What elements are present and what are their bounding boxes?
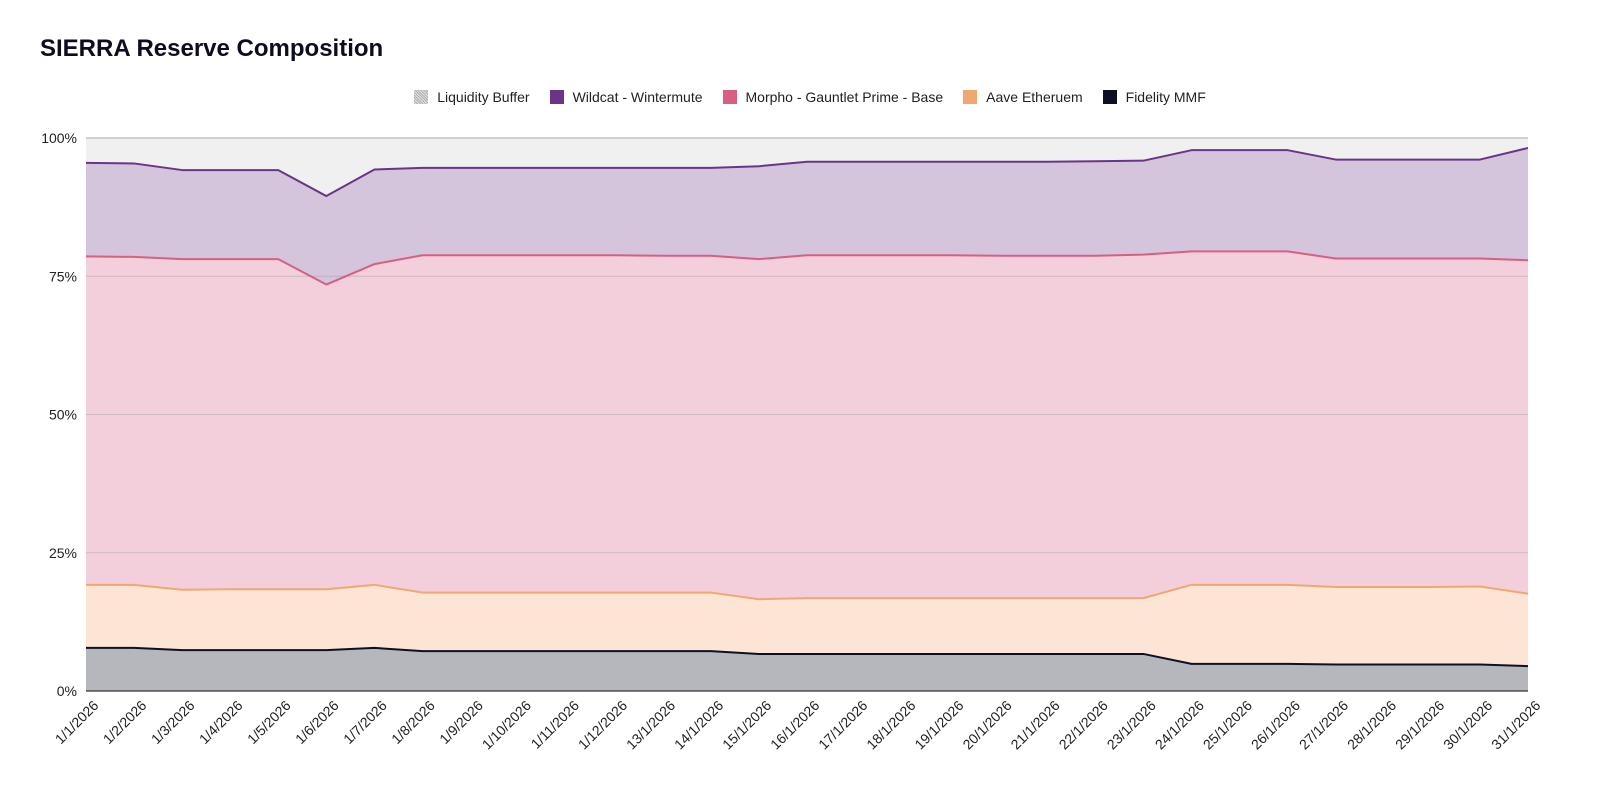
series-lines: [85, 137, 1529, 668]
x-tick-label: 15/1/2026: [719, 697, 775, 753]
legend-swatch: [722, 90, 737, 104]
x-tick-label: 20/1/2026: [959, 697, 1015, 753]
line-morpho-gauntlet-prime-base: [85, 250, 1529, 286]
y-tick-label: 25%: [49, 545, 77, 561]
line-wildcat-wintermute: [85, 146, 1529, 198]
y-tick-label: 50%: [49, 407, 77, 423]
area-morpho-gauntlet-prime-base: [86, 251, 1528, 600]
x-tick-label: 1/3/2026: [148, 697, 198, 747]
x-tick-label: 1/5/2026: [244, 697, 294, 747]
x-tick-label: 25/1/2026: [1200, 697, 1256, 753]
area-wildcat-wintermute: [86, 147, 1528, 285]
line-fidelity-mmf: [86, 646, 1529, 668]
x-tick-label: 28/1/2026: [1344, 697, 1400, 753]
x-tick-label: 22/1/2026: [1056, 697, 1112, 753]
chart-legend: Liquidity Buffer Wildcat - Wintermute Morp…: [0, 89, 1600, 105]
x-tick-label: 24/1/2026: [1152, 697, 1208, 753]
area-liquidity-buffer: [86, 138, 1528, 197]
x-tick-label: 1/11/2026: [528, 697, 583, 752]
x-tick-label: 1/1/2026: [52, 697, 102, 747]
legend-item-morpho-gauntlet-prime-base[interactable]: Morpho - Gauntlet Prime - Base: [722, 89, 944, 105]
x-tick-label: 1/12/2026: [575, 697, 631, 753]
legend-swatch: [1102, 90, 1117, 104]
x-tick-label: 1/7/2026: [340, 697, 390, 747]
legend-item-aave-etheruem[interactable]: Aave Etheruem: [963, 89, 1083, 105]
legend-swatch: [549, 90, 564, 104]
chart-title: SIERRA Reserve Composition: [40, 35, 384, 62]
x-tick-label: 23/1/2026: [1104, 697, 1160, 753]
x-tick-label: 1/8/2026: [388, 697, 438, 747]
legend-item-wildcat-wintermute[interactable]: Wildcat - Wintermute: [549, 89, 703, 105]
x-tick-label: 29/1/2026: [1392, 697, 1448, 753]
x-tick-label: 14/1/2026: [671, 697, 727, 753]
legend-swatch: [414, 90, 429, 104]
line-aave-etheruem: [86, 583, 1529, 601]
legend-label: Wildcat - Wintermute: [572, 89, 703, 105]
x-tick-label: 16/1/2026: [767, 697, 823, 753]
series-areas: [86, 138, 1528, 691]
legend-label: Liquidity Buffer: [437, 89, 530, 105]
x-tick-label: 1/6/2026: [292, 697, 342, 747]
x-tick-label: 1/4/2026: [196, 697, 246, 747]
legend-label: Morpho - Gauntlet Prime - Base: [745, 89, 944, 105]
x-tick-label: 21/1/2026: [1007, 697, 1063, 753]
legend-label: Fidelity MMF: [1125, 89, 1206, 105]
x-tick-label: 31/1/2026: [1488, 697, 1544, 753]
x-tick-label: 17/1/2026: [815, 697, 871, 753]
y-tick-label: 100%: [41, 130, 77, 146]
x-tick-label: 27/1/2026: [1296, 697, 1352, 753]
area-aave-etheruem: [86, 584, 1528, 667]
y-tick-label: 0%: [57, 683, 77, 699]
x-tick-label: 26/1/2026: [1248, 697, 1304, 753]
x-tick-label: 13/1/2026: [623, 697, 679, 753]
x-tick-label: 19/1/2026: [911, 697, 967, 753]
legend-item-liquidity-buffer[interactable]: Liquidity Buffer: [414, 89, 530, 105]
x-tick-label: 1/2/2026: [100, 697, 150, 747]
x-tick-label: 18/1/2026: [863, 697, 919, 753]
y-tick-label: 75%: [49, 268, 77, 284]
legend-item-fidelity-mmf[interactable]: Fidelity MMF: [1102, 89, 1206, 105]
x-tick-label: 1/10/2026: [479, 697, 535, 753]
area-fidelity-mmf: [86, 647, 1528, 691]
legend-swatch: [963, 90, 978, 104]
x-tick-label: 1/9/2026: [436, 697, 486, 747]
x-tick-label: 30/1/2026: [1440, 697, 1496, 753]
legend-label: Aave Etheruem: [986, 89, 1083, 105]
